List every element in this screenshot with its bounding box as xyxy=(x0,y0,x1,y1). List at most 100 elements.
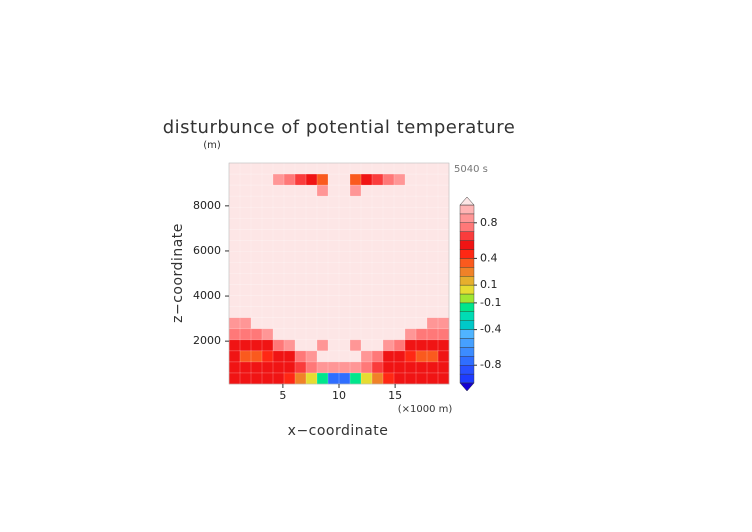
field-cell xyxy=(382,206,395,219)
field-cell xyxy=(261,328,274,341)
field-cell xyxy=(360,173,373,186)
field-cell xyxy=(283,284,296,297)
field-cell xyxy=(250,240,263,253)
field-cell xyxy=(239,184,252,197)
field-cell xyxy=(228,262,241,275)
field-cell xyxy=(349,229,362,241)
field-cell xyxy=(228,284,241,297)
field-cell xyxy=(316,251,329,264)
field-cell xyxy=(371,273,384,286)
field-cell xyxy=(404,284,417,297)
field-cell xyxy=(437,217,450,230)
colorbar-tick-label: -0.8 xyxy=(480,358,501,371)
field-cell xyxy=(283,251,296,264)
field-cell xyxy=(371,339,384,352)
field-cell xyxy=(415,317,428,330)
field-cell xyxy=(371,317,384,330)
field-cell xyxy=(305,273,318,286)
field-cell xyxy=(272,361,285,374)
field-cell xyxy=(239,217,252,230)
field-cell xyxy=(382,306,395,319)
field-cell xyxy=(349,339,362,352)
field-cell xyxy=(316,206,329,219)
colorbar-over xyxy=(459,196,475,206)
field-cell xyxy=(393,317,406,330)
field-cell xyxy=(360,162,373,175)
field-cell xyxy=(360,262,373,275)
field-cell xyxy=(371,217,384,230)
field-cell xyxy=(426,339,439,352)
field-cell xyxy=(338,251,351,264)
field-cell xyxy=(239,162,252,175)
field-cell xyxy=(305,328,318,341)
field-cell xyxy=(261,350,274,363)
field-cell xyxy=(316,229,329,241)
field-cell xyxy=(349,217,362,230)
field-cell xyxy=(415,262,428,275)
field-cell xyxy=(371,372,384,385)
field-cell xyxy=(404,229,417,241)
field-cell xyxy=(426,229,439,241)
field-cell xyxy=(228,162,241,175)
field-cell xyxy=(360,284,373,297)
field-cell xyxy=(393,173,406,186)
field-cell xyxy=(371,306,384,319)
colorbar-tick-label: -0.4 xyxy=(480,323,501,336)
field-cell xyxy=(338,240,351,253)
field-cell xyxy=(283,262,296,275)
field-cell xyxy=(294,229,307,241)
field-cell xyxy=(261,273,274,286)
field-cell xyxy=(272,284,285,297)
field-cell xyxy=(305,229,318,241)
colorbar-segment xyxy=(459,276,475,286)
field-cell xyxy=(360,217,373,230)
field-cell xyxy=(393,306,406,319)
field-cell xyxy=(426,240,439,253)
field-cell xyxy=(382,339,395,352)
field-cell xyxy=(338,328,351,341)
field-cell xyxy=(415,240,428,253)
field-cell xyxy=(250,173,263,186)
field-cell xyxy=(239,229,252,241)
field-cell xyxy=(338,229,351,241)
field-cell xyxy=(404,262,417,275)
field-cell xyxy=(404,173,417,186)
field-cell xyxy=(250,295,263,308)
field-cell xyxy=(272,273,285,286)
field-cell xyxy=(316,262,329,275)
field-cell xyxy=(415,350,428,363)
field-cell xyxy=(294,317,307,330)
field-cell xyxy=(426,173,439,186)
field-cell xyxy=(338,350,351,363)
field-cell xyxy=(228,173,241,186)
field-cell xyxy=(393,295,406,308)
field-cell xyxy=(250,350,263,363)
field-cell xyxy=(426,317,439,330)
field-cell xyxy=(371,295,384,308)
colorbar-segment xyxy=(459,204,475,215)
field-cell xyxy=(360,339,373,352)
field-cell xyxy=(382,284,395,297)
field-cell xyxy=(305,295,318,308)
field-cell xyxy=(261,195,274,208)
field-cell xyxy=(415,295,428,308)
field-cell xyxy=(305,339,318,352)
field-cell xyxy=(294,361,307,374)
field-cell xyxy=(371,251,384,264)
field-cell xyxy=(261,162,274,175)
field-cell xyxy=(437,162,450,175)
field-cell xyxy=(426,372,439,385)
field-cell xyxy=(283,372,296,385)
x-tick-label: 5 xyxy=(279,389,286,402)
field-cell xyxy=(338,295,351,308)
field-cell xyxy=(294,206,307,219)
field-cell xyxy=(382,350,395,363)
field-cell xyxy=(371,284,384,297)
field-cell xyxy=(327,173,340,186)
y-tick-label: 8000 xyxy=(193,199,221,212)
colorbar-segment xyxy=(459,231,475,241)
field-cell xyxy=(316,306,329,319)
field-cell xyxy=(415,217,428,230)
field-cell xyxy=(338,162,351,175)
